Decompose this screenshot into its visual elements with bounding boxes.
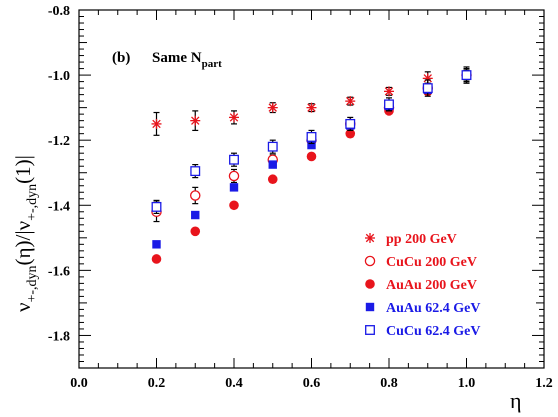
panel-label: (b)	[112, 50, 130, 66]
point-auau-200-gev	[151, 254, 162, 264]
point-cucu-62-4-gev	[151, 201, 162, 212]
point-cucu-200-gev	[228, 170, 240, 182]
point-pp-200-gev	[384, 86, 394, 97]
data-series	[151, 66, 472, 264]
point-pp-200-gev	[345, 96, 356, 107]
y-axis-label: ν+-,dyn(η)/|ν+-,dyn(1)|	[11, 155, 40, 312]
x-tick-label: 0.0	[70, 376, 88, 391]
legend-label-cucu-62-4-gev: CuCu 62.4 GeV	[386, 324, 481, 339]
point-auau-62-4-gev	[191, 210, 200, 220]
legend-marker-cucu-200-gev	[364, 255, 376, 267]
point-pp-200-gev	[190, 115, 201, 126]
annotation-main: Same N	[152, 50, 202, 66]
x-axis-label: η	[510, 388, 522, 413]
y-tick-label: -0.8	[48, 4, 70, 19]
point-auau-200-gev	[229, 200, 239, 211]
y-tick-label: -1.2	[48, 134, 70, 149]
legend-label-auau-200-gev: AuAu 200 GeV	[386, 278, 477, 293]
point-pp-200-gev	[306, 102, 317, 113]
point-pp-200-gev	[229, 112, 239, 123]
point-cucu-62-4-gev	[190, 166, 201, 177]
y-label-mid: (η)/|ν	[11, 221, 35, 266]
y-tick-label: -1.8	[48, 329, 70, 344]
legend-marker-auau-62-4-gev	[365, 302, 375, 312]
point-cucu-62-4-gev	[267, 141, 278, 152]
legend-marker-auau-200-gev	[365, 279, 375, 289]
legend-marker-pp-200-gev	[365, 233, 375, 243]
point-auau-200-gev	[306, 151, 317, 162]
legend-label-auau-62-4-gev: AuAu 62.4 GeV	[386, 301, 481, 316]
point-auau-62-4-gev	[152, 240, 161, 249]
point-cucu-62-4-gev	[345, 118, 356, 129]
point-cucu-62-4-gev	[306, 131, 317, 142]
y-label-sub2: +-,dyn	[25, 184, 40, 221]
point-cucu-62-4-gev	[384, 99, 394, 110]
point-auau-62-4-gev	[307, 140, 316, 150]
legend: pp 200 GeV CuCu 200 GeV AuAu 200 GeV AuAu 6…	[364, 232, 481, 339]
series-cucu-62-4-gev	[151, 66, 472, 215]
series-pp-200-gev	[151, 67, 472, 136]
point-auau-62-4-gev	[229, 183, 239, 192]
x-tick-label: 1.0	[458, 376, 476, 391]
x-axis-ticks: 0.0 0.2 0.4 0.6 0.8 1.0 1.2	[70, 10, 553, 391]
point-cucu-200-gev	[189, 190, 201, 201]
legend-marker-cucu-62-4-gev	[365, 325, 375, 335]
point-auau-200-gev	[190, 226, 201, 237]
y-axis-ticks: -0.8 -1.0 -1.2 -1.4 -1.6 -1.8	[48, 4, 544, 369]
point-pp-200-gev	[267, 102, 278, 113]
y-label-sub1: +-,dyn	[25, 265, 40, 302]
x-tick-label: 0.2	[148, 376, 166, 391]
legend-label-cucu-200-gev: CuCu 200 GeV	[386, 255, 477, 270]
point-cucu-62-4-gev	[229, 154, 239, 165]
x-tick-label: 1.2	[535, 376, 553, 391]
legend-label-pp-200-gev: pp 200 GeV	[386, 232, 457, 247]
point-auau-200-gev	[267, 174, 278, 185]
y-tick-label: -1.4	[48, 199, 70, 214]
point-cucu-62-4-gev	[461, 70, 472, 81]
point-pp-200-gev	[422, 73, 433, 84]
y-label-nu: ν	[11, 303, 35, 313]
x-tick-label: 0.8	[380, 376, 398, 391]
point-pp-200-gev	[151, 118, 162, 129]
point-cucu-62-4-gev	[422, 83, 433, 94]
annotation-sub: part	[202, 58, 223, 70]
y-label-tail: (1)|	[11, 155, 35, 184]
annotation-text: Same Npart	[152, 50, 222, 70]
point-auau-62-4-gev	[268, 160, 277, 169]
y-tick-label: -1.6	[48, 264, 70, 279]
y-tick-label: -1.0	[48, 69, 70, 84]
x-tick-label: 0.6	[303, 376, 321, 391]
x-tick-label: 0.4	[225, 376, 243, 391]
point-auau-200-gev	[345, 128, 356, 139]
